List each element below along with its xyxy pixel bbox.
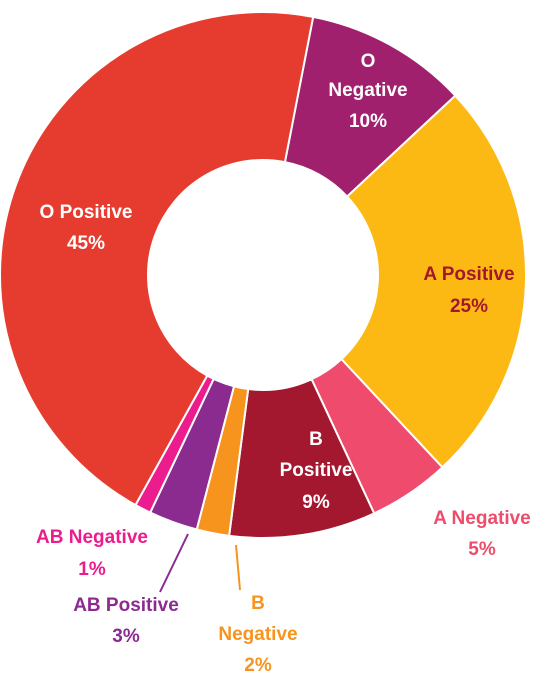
label-line: A Positive [423, 264, 514, 285]
value-label: 2% [244, 655, 272, 676]
label-line: Positive [280, 460, 353, 481]
slice-label: A Negative [433, 508, 531, 529]
slice-label: B Negative [218, 593, 297, 645]
label-line: Negative [218, 624, 297, 645]
label-line: B [251, 593, 265, 614]
label-line: O [361, 51, 376, 72]
slice-label: AB Positive [73, 595, 179, 616]
value-label: 45% [67, 233, 105, 254]
slice-label: B Positive [280, 429, 353, 481]
label-line: O Positive [40, 202, 133, 223]
value-label: 25% [450, 296, 488, 317]
value-label: 9% [302, 492, 330, 513]
value-label: 10% [349, 111, 387, 132]
leader-line [159, 533, 189, 593]
slice-label: O Negative [328, 51, 407, 101]
value-label: 5% [468, 539, 496, 560]
donut-slice [340, 94, 527, 469]
donut-slice [0, 11, 315, 507]
leader-line [235, 544, 241, 591]
label-line: A Negative [433, 508, 531, 529]
label-line: Negative [328, 80, 407, 101]
slice-label: O Positive [40, 202, 133, 223]
label-line: AB Negative [36, 527, 148, 548]
slice-label: AB Negative [36, 527, 148, 548]
value-label: 3% [112, 626, 140, 647]
value-label: 1% [78, 559, 106, 580]
slice-label: A Positive [423, 264, 514, 285]
label-line: AB Positive [73, 595, 179, 616]
label-line: B [309, 429, 323, 450]
